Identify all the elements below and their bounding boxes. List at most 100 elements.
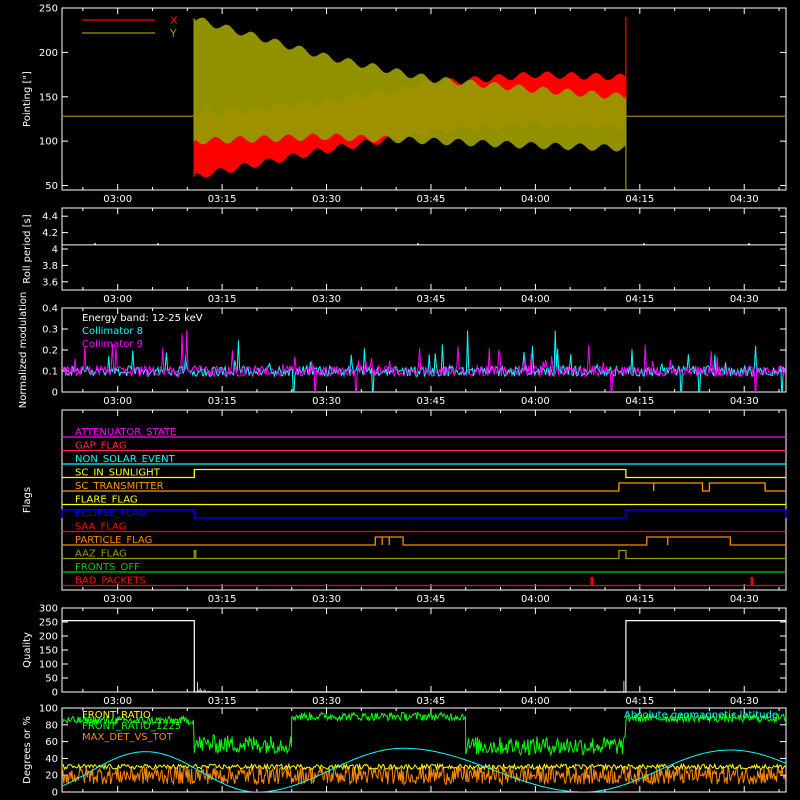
x-tick-label: 03:00 — [103, 194, 132, 205]
plot-frame — [61, 207, 787, 291]
flag-label: ATTENUATOR_STATE — [75, 427, 176, 438]
x-tick-label: 03:00 — [103, 396, 132, 407]
x-tick-label: 04:30 — [730, 194, 759, 205]
series-front-ratio — [62, 762, 786, 772]
y-tick-label: 4 — [52, 245, 58, 256]
roll-period-blip — [643, 243, 645, 245]
data-area — [62, 329, 786, 392]
flag-line-BAD_PACKETS — [62, 576, 786, 587]
y-tick-label: 80 — [45, 720, 58, 731]
y-tick-label: 300 — [39, 604, 58, 615]
x-tick-label: 04:15 — [625, 294, 654, 305]
x-tick-label: 04:15 — [625, 396, 654, 407]
x-tick-label: 03:45 — [417, 696, 446, 707]
legend-label: Collimator 8 — [82, 326, 143, 337]
x-tick-label: 04:00 — [521, 594, 550, 605]
quality-line — [62, 620, 786, 693]
y-tick-label: 100 — [39, 704, 58, 715]
y-tick-label: 0.3 — [42, 325, 58, 336]
x-tick-label: 03:00 — [103, 294, 132, 305]
x-tick-label: 04:30 — [730, 696, 759, 707]
roll-period-blip — [94, 243, 96, 245]
y-tick-label: 150 — [39, 92, 58, 103]
series-Y-band — [194, 17, 626, 152]
series-max-det-vs-tot — [62, 764, 786, 786]
y-axis-label: Roll period [s] — [22, 214, 33, 283]
y-tick-label: 40 — [45, 754, 58, 765]
flag-label: SC_TRANSMITTER — [75, 481, 164, 492]
x-tick-label: 03:45 — [417, 594, 446, 605]
x-tick-label: 03:15 — [208, 294, 237, 305]
x-tick-label: 04:00 — [521, 194, 550, 205]
y-tick-label: 200 — [39, 48, 58, 59]
x-tick-label: 03:30 — [312, 194, 341, 205]
panel-modulation: 03:00 03:15 03:30 03:45 04:00 04:15 04:30 0 0.1 0… — [18, 292, 787, 409]
y-axis-label: Flags — [22, 487, 33, 513]
plot-frame — [61, 707, 787, 793]
flag-label: PARTICLE_FLAG — [75, 535, 152, 546]
panel-quality: 03:00 03:15 03:30 03:45 04:00 04:15 04:30 0 50 10… — [22, 604, 787, 707]
series-front-ratio-1225 — [62, 710, 786, 756]
y-tick-label: 150 — [39, 646, 58, 657]
y-tick-label: 4.4 — [42, 212, 58, 223]
legend-label: FRONT_RATIO — [82, 710, 151, 721]
x-tick-label: 03:30 — [312, 594, 341, 605]
x-tick-label: 03:00 — [103, 696, 132, 707]
x-tick-label: 03:45 — [417, 194, 446, 205]
y-tick-label: 250 — [39, 4, 58, 15]
x-tick-label: 04:15 — [625, 194, 654, 205]
panel-flags: 03:00 03:15 03:30 03:45 04:00 04:15 04:30 Flags… — [22, 409, 787, 605]
flag-line-PARTICLE_FLAG — [62, 536, 786, 546]
x-tick-label: 03:15 — [208, 594, 237, 605]
x-tick-label: 04:00 — [521, 396, 550, 407]
y-axis-label: Quality — [22, 632, 33, 668]
y-tick-label: 0.1 — [42, 367, 58, 378]
flag-line-SC_IN_SUNLIGHT — [62, 468, 786, 479]
data-area — [62, 16, 786, 190]
flag-label: FLARE_FLAG — [75, 495, 138, 506]
x-tick-label: 03:15 — [208, 396, 237, 407]
x-tick-label: 03:45 — [417, 396, 446, 407]
x-tick-label: 04:15 — [625, 696, 654, 707]
flag-label: SAA_FLAG — [75, 522, 126, 533]
flag-label: SC_IN_SUNLIGHT — [75, 468, 161, 479]
roll-period-blip — [417, 243, 419, 245]
x-tick-label: 03:15 — [208, 194, 237, 205]
y-tick-label: 60 — [45, 737, 58, 748]
x-tick-label: 03:30 — [312, 396, 341, 407]
y-tick-label: 20 — [45, 771, 58, 782]
y-axis-label: Normalized modulation — [18, 292, 29, 409]
y-tick-label: 250 — [39, 618, 58, 629]
y-tick-label: 50 — [45, 674, 58, 685]
y-tick-label: 100 — [39, 660, 58, 671]
x-tick-label: 03:15 — [208, 696, 237, 707]
series-line — [62, 329, 786, 392]
flag-label: GAP_FLAG — [75, 441, 127, 452]
plot-frame — [61, 7, 787, 191]
flag-line-AAZ_FLAG — [62, 549, 786, 560]
x-tick-label: 03:45 — [417, 294, 446, 305]
y-tick-label: 3.8 — [42, 261, 58, 272]
annotation-energy-band: Energy band: 12-25 keV — [82, 313, 203, 324]
x-tick-label: 04:30 — [730, 396, 759, 407]
x-tick-label: 04:30 — [730, 294, 759, 305]
y-tick-label: 0.4 — [42, 304, 58, 315]
y-tick-label: 200 — [39, 632, 58, 643]
flag-label: NON_SOLAR_EVENT — [75, 454, 176, 465]
x-tick-label: 04:00 — [521, 294, 550, 305]
flag-label: AAZ_FLAG — [75, 549, 127, 560]
flag-label: BAD_PACKETS — [75, 576, 146, 587]
flag-line-ECLIPSE_FLAG — [61, 509, 787, 519]
roll-period-blip — [748, 243, 750, 245]
data-area — [62, 710, 786, 792]
panel-pointing: 03:00 03:15 03:30 03:45 04:00 04:15 04:30 50 100… — [22, 4, 787, 205]
legend-label-X: X — [170, 14, 178, 27]
y-tick-label: 100 — [39, 137, 58, 148]
legend-label: Collimator 9 — [82, 339, 143, 350]
y-axis-label: Pointing ["] — [22, 71, 33, 127]
x-tick-label: 04:30 — [730, 594, 759, 605]
legend-label-Y: Y — [169, 27, 177, 40]
x-tick-label: 03:00 — [103, 594, 132, 605]
